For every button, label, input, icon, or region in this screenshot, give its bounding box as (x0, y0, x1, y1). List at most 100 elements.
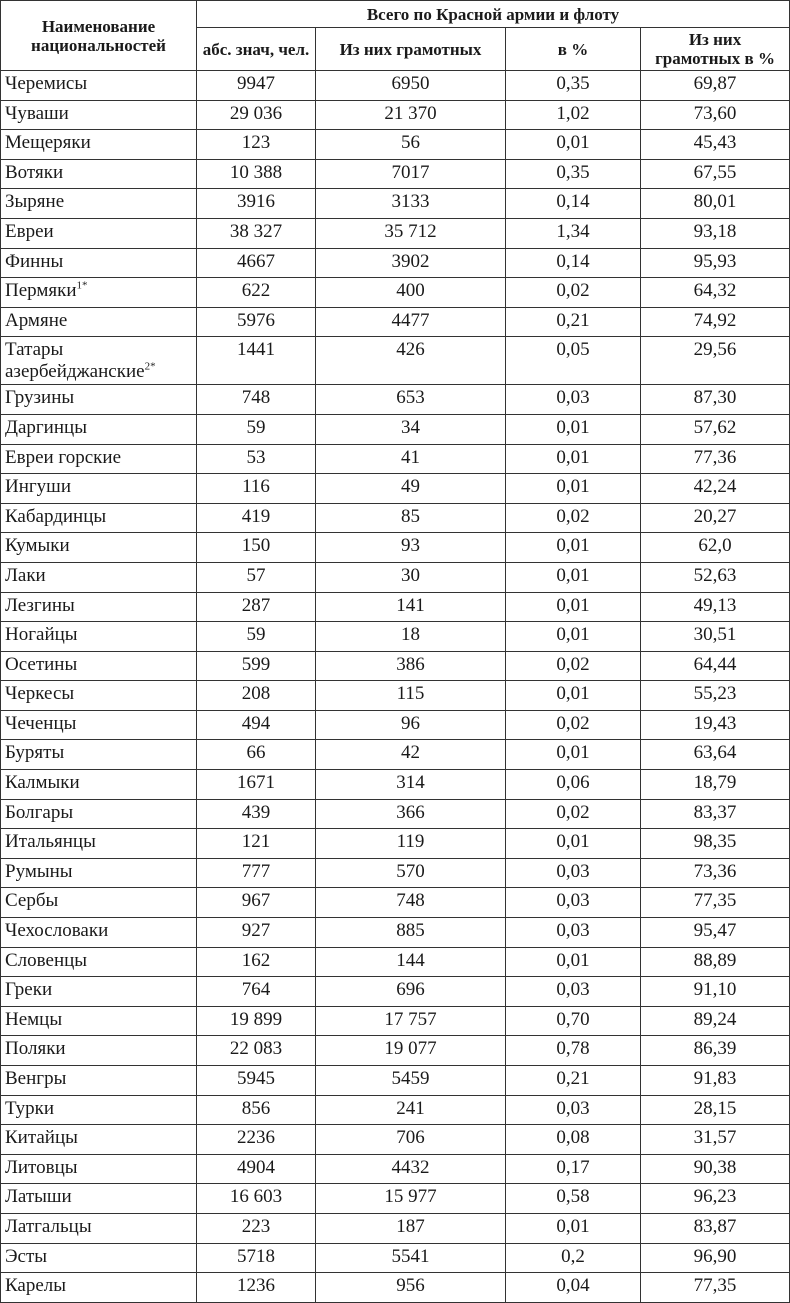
literate-pct-cell: 95,93 (639, 247, 790, 279)
nationality-cell: Ногайцы (0, 621, 197, 652)
nationality-name: Вотяки (5, 161, 64, 183)
table-row: Поляки 22 083 19 077 0,78 86,39 (0, 1035, 790, 1066)
abs-cell: 5976 (196, 306, 316, 338)
literate-pct-cell: 55,23 (639, 680, 790, 711)
literate-cell: 15 977 (315, 1183, 506, 1214)
nationality-name: Венгры (5, 1068, 67, 1089)
literate-pct-cell: 89,24 (639, 1005, 790, 1037)
nationality-cell: Лезгины (0, 591, 197, 623)
table-row: Ногайцы 59 18 0,01 30,51 (0, 621, 790, 652)
pct-cell: 0,2 (505, 1242, 641, 1274)
abs-cell: 599 (196, 650, 316, 682)
nationality-cell: Мещеряки (0, 129, 197, 160)
abs-cell: 1441 (196, 336, 316, 386)
literate-pct-cell: 77,36 (639, 443, 790, 475)
table-row: Татары азербейджанские2* 1441 426 0,05 29,56 (0, 336, 790, 386)
table-row: Евреи 38 327 35 712 1,34 93,18 (0, 217, 790, 249)
abs-cell: 123 (196, 129, 316, 160)
header-group: Всего по Красной армии и флоту (195, 0, 790, 28)
abs-cell: 4667 (196, 247, 316, 279)
literate-pct-cell: 77,35 (639, 887, 790, 919)
pct-cell: 0,03 (505, 857, 641, 889)
pct-cell: 0,01 (505, 591, 641, 623)
nationality-name: Даргинцы (5, 416, 87, 438)
literate-cell: 7017 (315, 158, 506, 190)
table-row: Армяне 5976 4477 0,21 74,92 (0, 306, 790, 338)
abs-cell: 1671 (196, 769, 316, 800)
literate-cell: 706 (315, 1124, 506, 1155)
nationality-cell: Черкесы (0, 680, 197, 711)
pct-cell: 0,02 (505, 650, 641, 682)
nationality-name: Румыны (5, 860, 73, 882)
literate-cell: 6950 (315, 70, 506, 101)
abs-cell: 53 (196, 443, 316, 475)
literate-cell: 18 (315, 621, 506, 652)
nationality-cell: Латыши (0, 1183, 197, 1214)
table-row: Венгры 5945 5459 0,21 91,83 (0, 1065, 790, 1096)
table-row: Словенцы 162 144 0,01 88,89 (0, 946, 790, 978)
table-row: Осетины 599 386 0,02 64,44 (0, 650, 790, 682)
nationality-cell: Грузины (0, 384, 197, 415)
nationality-name: Латгальцы (5, 1215, 92, 1237)
nationality-name: Словенцы (5, 949, 88, 971)
literate-pct-cell: 91,83 (639, 1065, 790, 1096)
abs-cell: 38 327 (196, 217, 316, 249)
table-row: Черкесы 208 115 0,01 55,23 (0, 680, 790, 711)
nationality-cell: Болгары (0, 798, 197, 830)
literate-cell: 93 (315, 532, 506, 563)
abs-cell: 927 (196, 917, 316, 948)
abs-cell: 9947 (196, 70, 316, 101)
literate-cell: 85 (315, 502, 506, 534)
literate-cell: 426 (315, 336, 506, 386)
literate-cell: 366 (315, 798, 506, 830)
literate-cell: 696 (315, 976, 506, 1007)
literate-cell: 34 (315, 413, 506, 445)
table-row: Грузины 748 653 0,03 87,30 (0, 384, 790, 415)
abs-cell: 22 083 (196, 1035, 316, 1066)
literate-pct-cell: 42,24 (639, 473, 790, 504)
literate-cell: 3902 (315, 247, 506, 279)
table-row: Румыны 777 570 0,03 73,36 (0, 857, 790, 889)
abs-cell: 777 (196, 857, 316, 889)
nationality-cell: Китайцы (0, 1124, 197, 1155)
nationality-cell: Кабардинцы (0, 502, 197, 534)
literate-pct-cell: 74,92 (639, 306, 790, 338)
abs-cell: 223 (196, 1212, 316, 1244)
nationality-name: Чеченцы (5, 712, 77, 734)
pct-cell: 0,58 (505, 1183, 641, 1214)
literate-pct-cell: 64,44 (639, 650, 790, 682)
literate-cell: 5459 (315, 1065, 506, 1096)
pct-cell: 0,01 (505, 413, 641, 445)
pct-cell: 0,03 (505, 976, 641, 1007)
literate-pct-cell: 18,79 (639, 769, 790, 800)
nationality-cell: Чуваши (0, 99, 197, 131)
abs-cell: 494 (196, 709, 316, 741)
pct-cell: 0,03 (505, 917, 641, 948)
abs-cell: 121 (196, 828, 316, 859)
pct-cell: 0,02 (505, 277, 641, 308)
literate-cell: 187 (315, 1212, 506, 1244)
nationality-name: Евреи горские (5, 446, 122, 468)
header-abs: абс. знач, чел. (196, 27, 316, 71)
nationality-cell: Вотяки (0, 158, 197, 190)
pct-cell: 0,01 (505, 828, 641, 859)
nationality-cell: Чеченцы (0, 709, 197, 741)
header-literate: Из них грамотных (315, 27, 506, 71)
table-row: Кабардинцы 419 85 0,02 20,27 (0, 502, 790, 534)
pct-cell: 0,01 (505, 532, 641, 563)
table-row: Кумыки 150 93 0,01 62,0 (0, 532, 790, 563)
nationality-cell: Кумыки (0, 532, 197, 563)
table-row: Калмыки 1671 314 0,06 18,79 (0, 769, 790, 800)
literate-pct-cell: 29,56 (639, 336, 790, 386)
literate-cell: 49 (315, 473, 506, 504)
literate-cell: 3133 (315, 188, 506, 219)
literate-cell: 4432 (315, 1153, 506, 1185)
literate-cell: 314 (315, 769, 506, 800)
table-row: Черемисы 9947 6950 0,35 69,87 (0, 70, 790, 101)
literate-pct-cell: 88,89 (639, 946, 790, 978)
abs-cell: 5945 (196, 1065, 316, 1096)
pct-cell: 0,03 (505, 1094, 641, 1126)
nationality-cell: Калмыки (0, 769, 197, 800)
literate-pct-cell: 63,64 (639, 739, 790, 771)
nationality-name: Болгары (5, 801, 74, 823)
